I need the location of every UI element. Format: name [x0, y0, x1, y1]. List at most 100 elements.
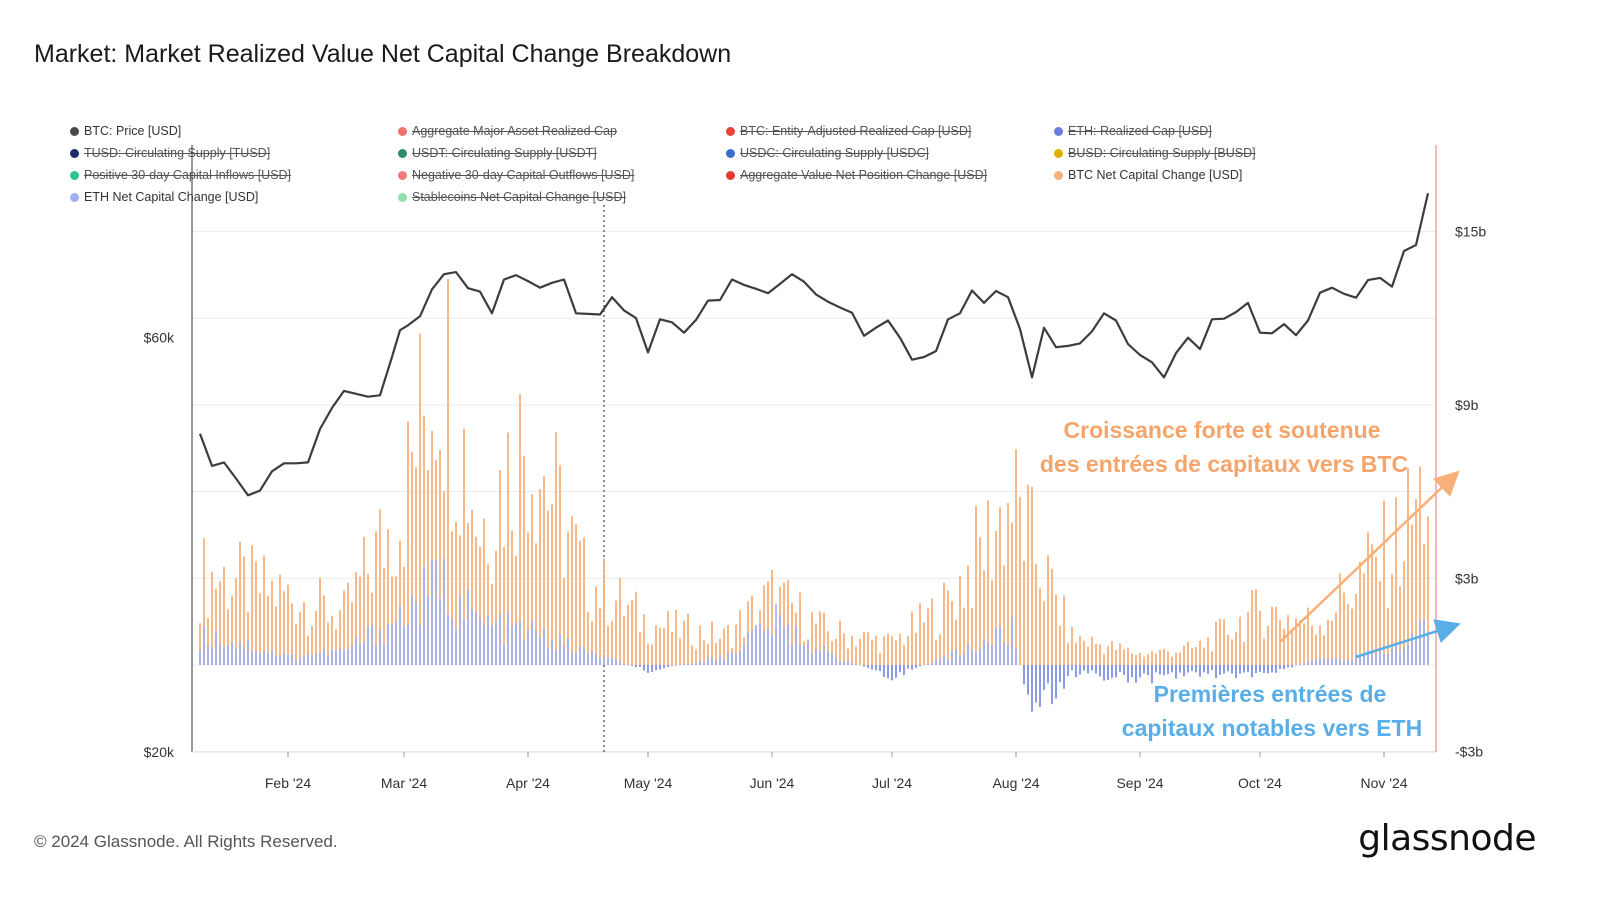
eth-bar [891, 665, 893, 681]
btc-bar [1231, 639, 1233, 665]
eth-bar [1135, 665, 1137, 683]
btc-bar [1123, 649, 1125, 665]
btc-trend-arrow [1279, 470, 1460, 643]
btc-bar [895, 640, 897, 665]
eth-bar [1263, 665, 1265, 673]
eth-bar [571, 652, 573, 665]
eth-bar [775, 603, 777, 665]
legend-label: BTC: Price [USD] [84, 124, 182, 138]
left-axis-tick-label: $60k [144, 330, 175, 346]
legend-label: BTC: Entity-Adjusted Realized Cap [USD] [740, 124, 972, 138]
eth-bar [207, 645, 209, 665]
eth-bar [663, 665, 665, 669]
eth-bar [1347, 659, 1349, 665]
x-axis-tick-label: May '24 [624, 775, 673, 791]
btc-bar [1179, 652, 1181, 665]
legend-label: Positive 30-day Capital Inflows [USD] [84, 168, 292, 182]
legend-item[interactable]: TUSD: Circulating Supply [TUSD] [70, 146, 270, 160]
legend-item[interactable]: USDC: Circulating Supply [USDC] [726, 146, 929, 160]
btc-bar [391, 576, 393, 665]
legend-label: ETH: Realized Cap [USD] [1068, 124, 1212, 138]
btc-bar [1287, 615, 1289, 665]
eth-bar [267, 653, 269, 665]
legend-item[interactable]: ETH Net Capital Change [USD] [70, 190, 258, 204]
btc-bar [291, 603, 293, 665]
btc-bar [1415, 499, 1417, 665]
btc-bar [1275, 606, 1277, 665]
btc-bar [643, 614, 645, 665]
btc-bar [971, 607, 973, 665]
eth-bar [495, 621, 497, 665]
btc-bar [1107, 646, 1109, 665]
eth-bar [671, 665, 673, 666]
eth-bar [827, 651, 829, 665]
eth-bar [519, 621, 521, 665]
btc-bar [367, 574, 369, 665]
btc-bar [867, 632, 869, 665]
legend-item[interactable]: BUSD: Circulating Supply [BUSD] [1054, 146, 1256, 160]
btc-bar [351, 602, 353, 665]
btc-bar [1319, 625, 1321, 665]
eth-bar [607, 657, 609, 665]
eth-bar [967, 643, 969, 665]
btc-bar [1283, 628, 1285, 665]
btc-bar [199, 623, 201, 665]
btc-bar [267, 595, 269, 665]
eth-bar [735, 654, 737, 665]
eth-bar [719, 655, 721, 665]
eth-bar [783, 627, 785, 665]
btc-bar [879, 653, 881, 665]
legend-item[interactable]: Aggregate Value Net Position Change [USD… [726, 168, 987, 182]
legend-item[interactable]: Stablecoins Net Capital Change [USD] [398, 190, 626, 204]
legend-item[interactable]: Negative 30-day Capital Outflows [USD] [398, 168, 634, 182]
eth-bar [659, 665, 661, 670]
eth-bar [1075, 665, 1077, 678]
btc-bar [535, 543, 537, 665]
btc-bar [247, 612, 249, 665]
eth-bar [471, 609, 473, 665]
legend-dot-icon [70, 127, 79, 136]
legend-item[interactable]: BTC Net Capital Change [USD] [1054, 168, 1242, 182]
eth-bar [583, 646, 585, 665]
eth-bar [1283, 665, 1285, 670]
btc-bar [1291, 628, 1293, 665]
legend-item[interactable]: USDT: Circulating Supply [USDT] [398, 146, 597, 160]
eth-bar [1255, 665, 1257, 674]
eth-bar [627, 664, 629, 665]
btc-bar [791, 603, 793, 665]
btc-bar [1163, 648, 1165, 665]
btc-bar [1091, 636, 1093, 665]
legend-label: BUSD: Circulating Supply [BUSD] [1068, 146, 1256, 160]
legend-item[interactable]: ETH: Realized Cap [USD] [1054, 124, 1212, 138]
eth-bar [1387, 654, 1389, 665]
btc-bar [1423, 543, 1425, 665]
right-axis-tick-label: -$3b [1455, 744, 1483, 760]
eth-bar [431, 559, 433, 665]
eth-bar [455, 628, 457, 665]
legend-item[interactable]: BTC: Entity-Adjusted Realized Cap [USD] [726, 124, 971, 138]
annotation-text: Premières entrées de [1154, 681, 1387, 707]
btc-bar [491, 583, 493, 665]
eth-bar [1107, 665, 1109, 680]
eth-bar [1199, 665, 1201, 677]
eth-bar [1315, 658, 1317, 665]
x-axis-tick-label: Aug '24 [992, 775, 1039, 791]
eth-bar [1275, 665, 1277, 673]
eth-bar [383, 644, 385, 665]
btc-bar [1119, 643, 1121, 665]
eth-bar [315, 653, 317, 665]
eth-bar [763, 630, 765, 665]
legend-item[interactable]: BTC: Price [USD] [70, 124, 181, 138]
legend-item[interactable]: Aggregate Major Asset Realized Cap [398, 124, 617, 138]
btc-bar [335, 629, 337, 665]
eth-bar [635, 665, 637, 668]
eth-bar [1015, 648, 1017, 665]
btc-bar [871, 639, 873, 665]
eth-bar [415, 602, 417, 665]
btc-bar [407, 421, 409, 665]
btc-bar [935, 640, 937, 665]
legend-item[interactable]: Positive 30-day Capital Inflows [USD] [70, 168, 291, 182]
legend-dot-icon [398, 127, 407, 136]
eth-bar [1363, 654, 1365, 665]
eth-bar [1079, 665, 1081, 675]
